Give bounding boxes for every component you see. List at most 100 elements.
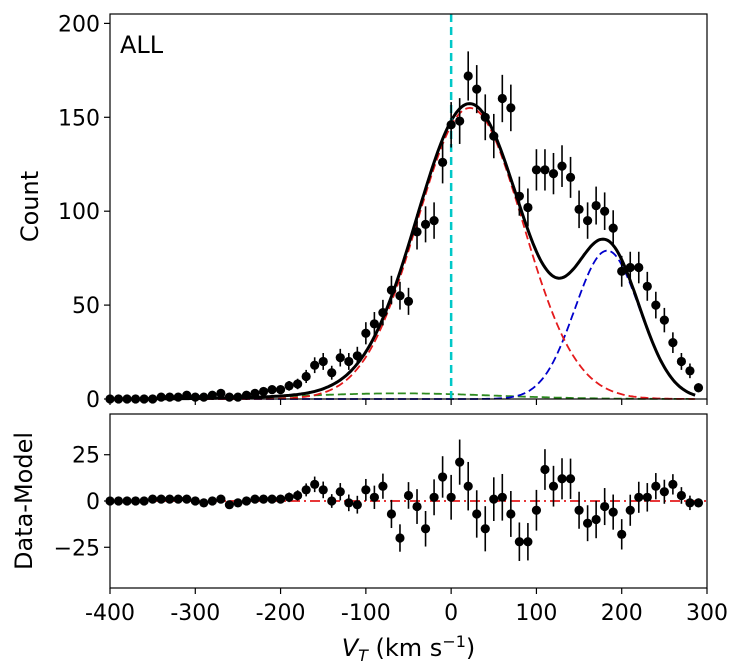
- residual-point: [130, 496, 141, 506]
- residual-point: [420, 524, 431, 534]
- data-point: [565, 172, 576, 182]
- residual-point: [480, 524, 490, 534]
- residual-point: [659, 487, 669, 497]
- top-panel: 0 50 100 150 200 ALL Count: [16, 12, 708, 413]
- y-tick-label: 0: [86, 490, 100, 515]
- y-tick-label: 50: [72, 294, 100, 319]
- data-point: [335, 353, 345, 363]
- residual-point: [438, 472, 448, 482]
- data-point: [327, 368, 337, 378]
- residual-point: [386, 509, 397, 519]
- residual-point: [233, 498, 243, 508]
- residual-point: [344, 498, 354, 508]
- data-point: [548, 169, 559, 179]
- residual-point: [608, 507, 618, 517]
- residual-point: [600, 501, 610, 512]
- data-point: [233, 392, 243, 402]
- residual-point: [403, 490, 414, 501]
- residual-point: [540, 464, 550, 475]
- data-point: [668, 338, 678, 348]
- x-tick-label: -200: [256, 601, 306, 626]
- residual-point: [113, 496, 124, 506]
- data-point: [318, 356, 328, 367]
- data-point: [258, 386, 269, 397]
- residual-point: [506, 509, 516, 519]
- bottom-panel: −25 0 25 -400 -300 -200 -100 0 100 200 300 Data-Mod…: [10, 413, 728, 665]
- data-point: [173, 392, 183, 402]
- residual-point: [199, 498, 209, 508]
- data-point: [583, 215, 593, 226]
- data-point: [352, 351, 362, 361]
- residual-point: [455, 457, 465, 467]
- residual-point: [625, 505, 635, 515]
- residual-point: [514, 537, 524, 547]
- residual-point: [207, 496, 217, 506]
- data-point: [378, 308, 388, 318]
- residual-point: [463, 481, 473, 491]
- residual-point: [642, 492, 652, 502]
- data-point: [693, 383, 704, 393]
- residual-point: [489, 494, 499, 504]
- residual-point: [318, 485, 328, 495]
- data-point: [489, 131, 499, 141]
- residual-point: [139, 496, 149, 506]
- data-point: [412, 227, 422, 237]
- residual-point: [310, 479, 320, 489]
- data-point: [651, 300, 661, 310]
- residual-point: [548, 481, 559, 491]
- residual-y-axis-label: Data-Model: [10, 432, 38, 570]
- residual-point: [634, 492, 644, 502]
- data-point: [531, 165, 542, 175]
- residual-point: [685, 498, 695, 508]
- residual-point: [676, 490, 687, 501]
- residual-point: [258, 494, 269, 504]
- data-point: [420, 219, 431, 229]
- residual-point: [591, 514, 601, 525]
- data-point: [301, 371, 311, 382]
- residual-point: [352, 500, 362, 510]
- residual-point: [557, 474, 567, 484]
- data-point: [617, 266, 627, 276]
- residual-point: [497, 492, 507, 502]
- residual-point: [241, 496, 252, 506]
- data-point: [241, 390, 252, 400]
- residual-point: [472, 509, 482, 519]
- y-tick-label: −25: [54, 536, 100, 561]
- data-point: [625, 262, 635, 273]
- residual-point: [446, 492, 456, 502]
- residual-point: [148, 494, 158, 504]
- data-point: [463, 71, 473, 81]
- residual-point: [267, 494, 277, 504]
- data-point: [250, 388, 260, 398]
- residual-point: [173, 494, 183, 504]
- data-point: [523, 202, 533, 213]
- data-point: [600, 206, 610, 216]
- data-point: [275, 385, 286, 395]
- residual-point: [250, 494, 260, 504]
- residual-point: [378, 481, 388, 491]
- residual-point: [395, 533, 405, 543]
- data-point: [472, 84, 482, 94]
- data-point: [574, 204, 584, 214]
- residual-point: [369, 492, 379, 502]
- residual-point: [574, 505, 584, 515]
- data-point: [284, 381, 294, 391]
- residual-point: [412, 501, 422, 512]
- residual-point: [224, 500, 234, 510]
- data-point: [659, 315, 669, 325]
- y-tick-label: 150: [58, 106, 100, 131]
- x-tick-label: 100: [515, 601, 557, 626]
- residual-point: [361, 485, 371, 495]
- data-point: [634, 262, 644, 273]
- residual-point: [565, 474, 576, 484]
- residual-point: [216, 494, 226, 504]
- data-point: [267, 385, 277, 395]
- data-point: [608, 223, 618, 233]
- data-point: [310, 360, 320, 370]
- data-point: [403, 296, 414, 306]
- y-tick-label: 100: [58, 200, 100, 225]
- x-tick-label: -100: [341, 601, 391, 626]
- gaussian-component-1-curve: [110, 106, 696, 400]
- residual-point: [190, 496, 200, 506]
- gaussian-component-2-curve: [110, 249, 696, 400]
